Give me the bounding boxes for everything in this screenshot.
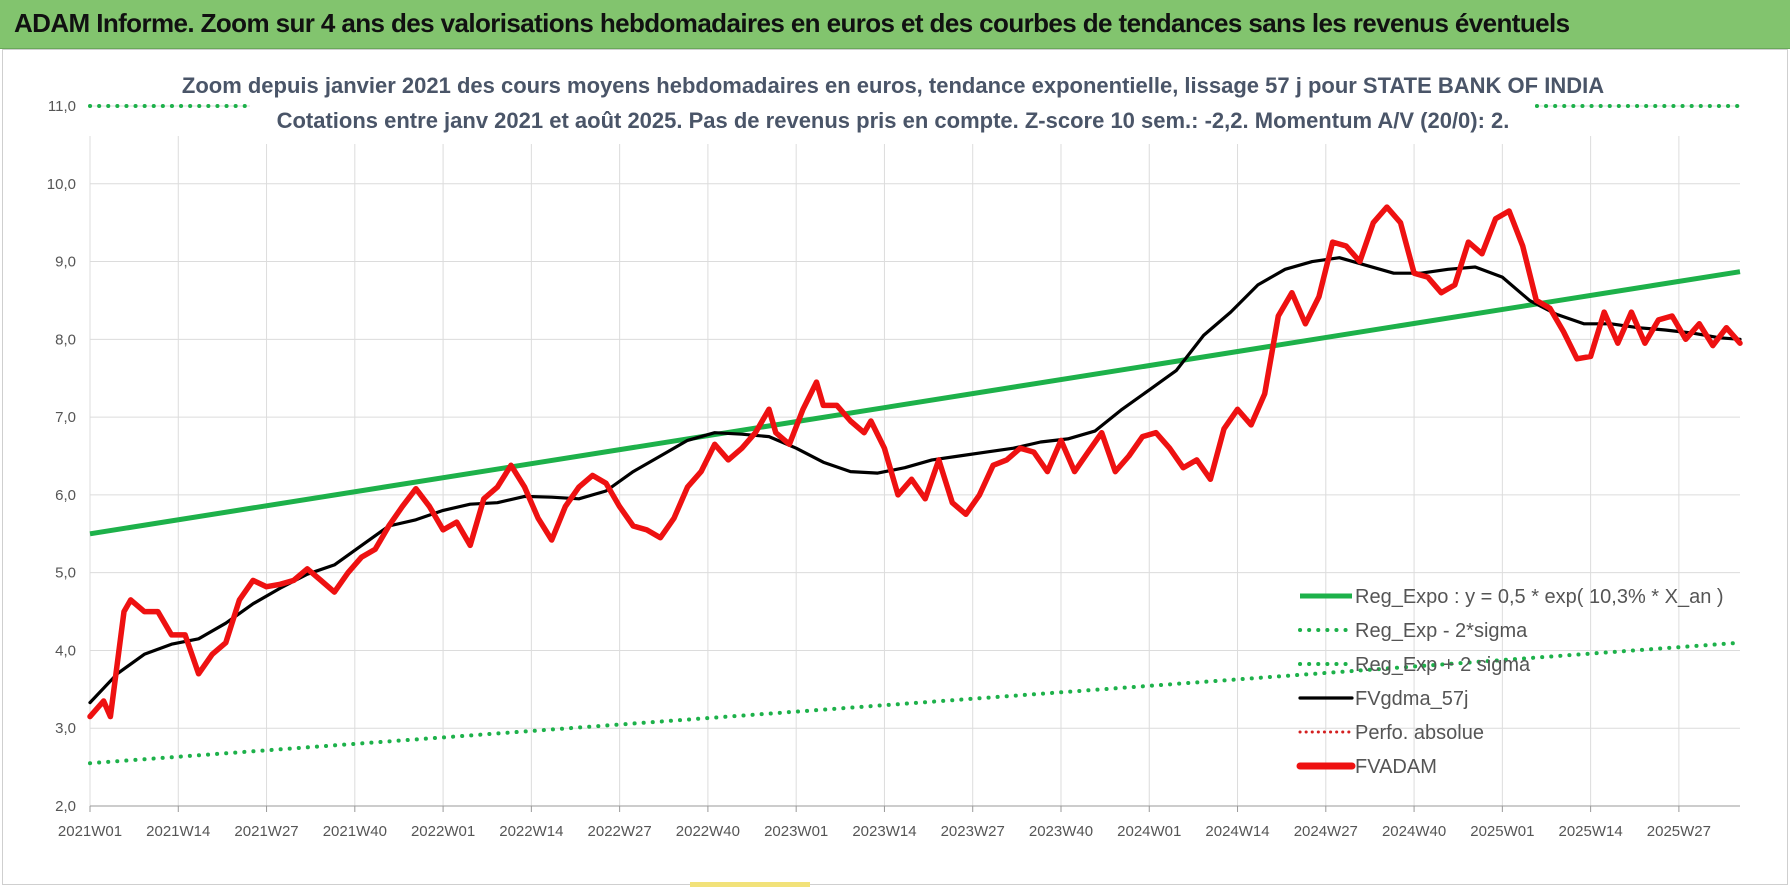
legend-label-fvgdma-57j: FVgdma_57j [1355,688,1468,710]
y-tick-label: 9,0 [55,254,76,271]
bottom-scroll-strip [690,882,810,887]
legend-label-reg-exp-plus-2sigma: Reg_Exp + 2 sigma [1355,654,1531,676]
chart-frame [2,49,1788,885]
x-tick-label: 2024W40 [1382,823,1446,840]
x-tick-label: 2024W01 [1117,823,1181,840]
chart-title: Zoom depuis janvier 2021 des cours moyen… [182,73,1604,98]
x-tick-label: 2025W01 [1470,823,1534,840]
x-tick-label: 2021W27 [234,823,298,840]
x-tick-label: 2022W27 [588,823,652,840]
y-tick-label: 6,0 [55,487,76,504]
y-tick-label: 7,0 [55,409,76,426]
x-tick-label: 2023W27 [941,823,1005,840]
x-tick-label: 2023W01 [764,823,828,840]
x-tick-label: 2022W01 [411,823,475,840]
legend-label-reg-exp-minus-2sigma: Reg_Exp - 2*sigma [1355,620,1528,642]
x-tick-label: 2022W40 [676,823,740,840]
page-title: ADAM Informe. Zoom sur 4 ans des valoris… [14,8,1570,38]
legend-label-perfo-absolue: Perfo. absolue [1355,722,1484,744]
y-tick-label: 10,0 [47,176,76,193]
y-tick-label: 8,0 [55,331,76,348]
x-tick-label: 2023W40 [1029,823,1093,840]
x-tick-label: 2024W27 [1294,823,1358,840]
x-tick-label: 2021W14 [146,823,210,840]
x-tick-label: 2025W27 [1647,823,1711,840]
legend-label-fvadam: FVADAM [1355,756,1437,778]
legend-label-reg-expo: Reg_Expo : y = 0,5 * exp( 10,3% * X_an ) [1355,586,1724,608]
series-line-reg-expo [89,269,1741,537]
x-tick-label: 2023W14 [852,823,916,840]
x-tick-label: 2024W14 [1205,823,1269,840]
title-backdrop [250,70,1535,144]
x-tick-label: 2021W40 [323,823,387,840]
y-tick-label: 2,0 [55,798,76,815]
x-tick-label: 2022W14 [499,823,563,840]
series-line-reg-exp-minus-2sigma [88,640,1742,766]
y-tick-label: 5,0 [55,565,76,582]
header-bar: ADAM Informe. Zoom sur 4 ans des valoris… [0,0,1790,49]
y-tick-label: 11,0 [48,98,76,115]
x-tick-label: 2025W14 [1559,823,1623,840]
series-line-fvadam [87,204,1743,720]
y-tick-label: 4,0 [55,642,76,659]
y-tick-label: 3,0 [55,720,76,737]
chart-subtitle: Cotations entre janv 2021 et août 2025. … [277,108,1510,133]
series-line-fvgdma-57j [88,256,1742,705]
x-tick-label: 2021W01 [58,823,122,840]
